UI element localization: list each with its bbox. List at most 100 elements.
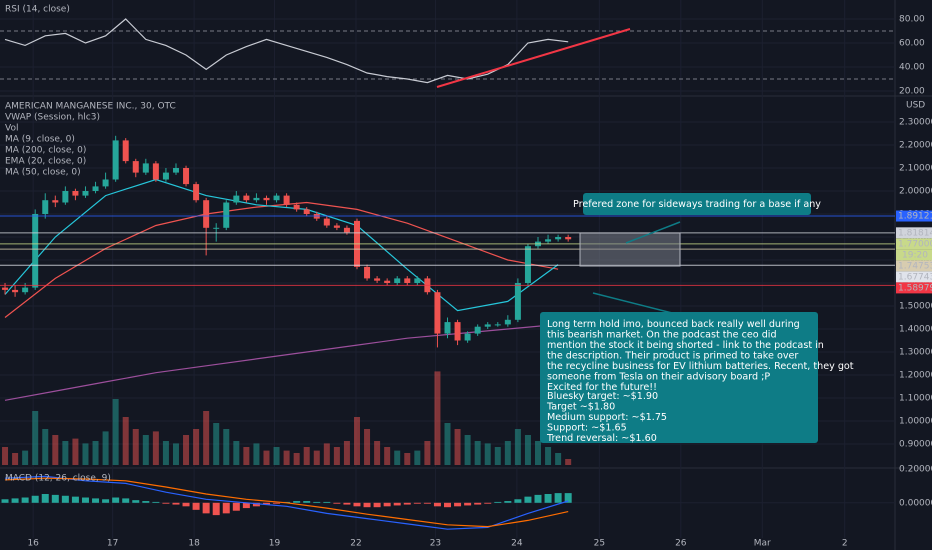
candle-body bbox=[343, 227, 350, 233]
macd-hist bbox=[323, 501, 331, 503]
macd-hist bbox=[71, 496, 79, 503]
candle-body bbox=[464, 333, 471, 341]
volume-bar bbox=[112, 399, 119, 465]
indicator-label: EMA (20, close, 0) bbox=[5, 157, 86, 167]
note-line: Excited for the future!! bbox=[547, 382, 657, 393]
indicator-label: MA (9, close, 0) bbox=[5, 135, 75, 145]
macd-hist bbox=[212, 502, 220, 516]
candle-body bbox=[524, 246, 531, 284]
volume-bar bbox=[374, 441, 381, 465]
volume-bar bbox=[12, 453, 19, 465]
note-target: Medium support: ~$1.75 bbox=[547, 412, 667, 423]
volume-bar bbox=[313, 450, 320, 465]
y-tick-label: 2.000000 bbox=[899, 187, 932, 197]
candle-body bbox=[484, 324, 491, 327]
x-tick-label: 2 bbox=[842, 539, 848, 549]
candle-body bbox=[62, 191, 69, 203]
note-target: Target ~$1.80 bbox=[546, 402, 615, 413]
candle-body bbox=[504, 319, 511, 325]
volume-bar bbox=[152, 431, 159, 465]
candle-body bbox=[42, 200, 49, 215]
note-line: the recycline business for EV lithium ba… bbox=[547, 361, 854, 372]
y-tick-label: 40.00 bbox=[899, 63, 925, 73]
candle-body bbox=[233, 195, 240, 203]
volume-bar bbox=[364, 429, 371, 465]
candle-body bbox=[2, 287, 9, 290]
rsi-line bbox=[4, 18, 569, 84]
candle-body bbox=[434, 292, 441, 334]
volume-bar bbox=[474, 441, 481, 465]
volume-bar bbox=[323, 443, 330, 465]
volume-bar bbox=[464, 435, 471, 465]
volume-bar bbox=[535, 441, 542, 465]
volume-bar bbox=[434, 371, 441, 465]
y-tick-label: 2.200000 bbox=[899, 141, 932, 151]
candle-body bbox=[102, 179, 109, 187]
volume-bar bbox=[233, 441, 240, 465]
y-tick-label: 60.00 bbox=[899, 38, 925, 48]
macd-hist bbox=[403, 502, 411, 505]
y-tick-label: 80.00 bbox=[899, 14, 925, 24]
volume-bar bbox=[132, 429, 139, 465]
macd-hist bbox=[242, 502, 250, 509]
macd-hist bbox=[353, 502, 361, 507]
price-level-label: 1.770000 bbox=[898, 239, 932, 249]
macd-hist bbox=[343, 502, 351, 505]
macd-hist bbox=[333, 502, 341, 504]
indicator-label: MA (50, close, 0) bbox=[5, 168, 81, 178]
macd-hist bbox=[293, 501, 301, 503]
x-tick-label: 17 bbox=[107, 539, 118, 549]
callout-line bbox=[625, 221, 681, 244]
candle-body bbox=[112, 140, 119, 180]
panel-title: MACD (12, 26, close, 9) bbox=[5, 474, 111, 484]
volume-bar bbox=[484, 443, 491, 465]
rsi-trend-line bbox=[436, 28, 631, 88]
price-level-tag bbox=[896, 282, 932, 294]
candle-body bbox=[293, 204, 300, 210]
macd-hist bbox=[363, 502, 371, 508]
volume-bar bbox=[193, 429, 200, 465]
indicator-line bbox=[4, 201, 559, 318]
volume-axis-label: 0.200000 bbox=[899, 465, 932, 475]
candle-body bbox=[82, 191, 89, 196]
macd-hist bbox=[51, 494, 59, 503]
macd-hist bbox=[454, 502, 462, 507]
candle-body bbox=[394, 278, 401, 284]
x-tick-label: 22 bbox=[350, 539, 361, 549]
macd-hist bbox=[383, 502, 391, 507]
volume-bar bbox=[243, 447, 250, 465]
note-target: Support: ~$1.65 bbox=[547, 423, 627, 434]
price-level-label: 1.891219 bbox=[898, 212, 932, 222]
x-tick-label: 16 bbox=[27, 539, 39, 549]
indicator-label: MA (200, close, 0) bbox=[5, 146, 86, 156]
macd-hist bbox=[273, 502, 281, 504]
macd-hist bbox=[192, 502, 200, 510]
macd-hist bbox=[433, 502, 441, 507]
macd-hist bbox=[162, 502, 170, 504]
x-tick-label: 26 bbox=[675, 539, 687, 549]
macd-hist bbox=[102, 499, 110, 503]
candle-body bbox=[273, 195, 280, 201]
y-tick-label: 0.000000 bbox=[899, 498, 932, 508]
volume-bar bbox=[142, 435, 149, 465]
x-tick-label: 25 bbox=[594, 539, 605, 549]
macd-hist bbox=[232, 502, 240, 511]
volume-bar bbox=[223, 429, 230, 465]
volume-bar bbox=[394, 450, 401, 465]
candle-body bbox=[132, 161, 139, 173]
volume-bar bbox=[32, 411, 39, 465]
macd-hist bbox=[494, 501, 502, 503]
volume-bar bbox=[293, 453, 300, 465]
volume-bar bbox=[102, 431, 109, 465]
macd-hist bbox=[393, 502, 401, 506]
macd-hist bbox=[524, 496, 532, 503]
macd-hist bbox=[444, 502, 451, 508]
candle-body bbox=[474, 326, 481, 334]
candle-body bbox=[384, 280, 391, 284]
volume-bar bbox=[172, 443, 179, 465]
indicator-label: Vol bbox=[5, 124, 18, 134]
candle-body bbox=[333, 225, 340, 228]
volume-bar bbox=[414, 450, 421, 465]
volume-bar bbox=[2, 447, 9, 465]
macd-hist bbox=[92, 498, 100, 503]
